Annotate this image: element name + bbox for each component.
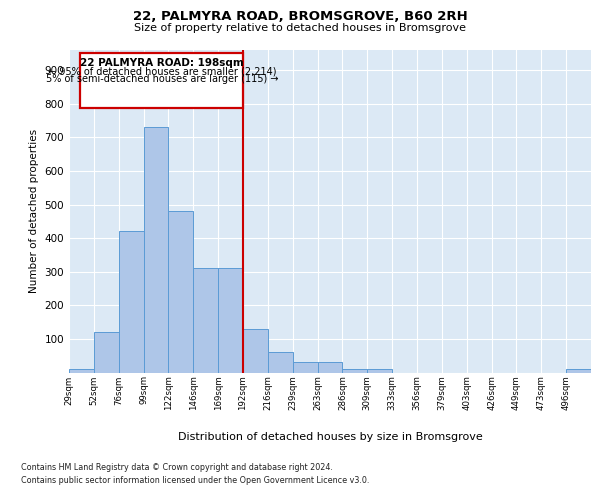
Bar bbox=[317, 362, 343, 372]
Bar bbox=[343, 369, 367, 372]
Bar bbox=[169, 211, 193, 372]
Bar bbox=[293, 362, 317, 372]
Bar bbox=[94, 332, 119, 372]
Text: 22, PALMYRA ROAD, BROMSGROVE, B60 2RH: 22, PALMYRA ROAD, BROMSGROVE, B60 2RH bbox=[133, 10, 467, 23]
Bar bbox=[367, 369, 392, 372]
Bar bbox=[243, 329, 268, 372]
Text: Distribution of detached houses by size in Bromsgrove: Distribution of detached houses by size … bbox=[178, 432, 482, 442]
Bar bbox=[193, 268, 218, 372]
Text: 5% of semi-detached houses are larger (115) →: 5% of semi-detached houses are larger (1… bbox=[46, 74, 278, 84]
Y-axis label: Number of detached properties: Number of detached properties bbox=[29, 129, 39, 294]
Bar bbox=[566, 369, 591, 372]
Bar bbox=[143, 128, 169, 372]
Bar bbox=[119, 232, 143, 372]
Text: Contains HM Land Registry data © Crown copyright and database right 2024.: Contains HM Land Registry data © Crown c… bbox=[21, 464, 333, 472]
Bar bbox=[268, 352, 293, 372]
Text: 22 PALMYRA ROAD: 198sqm: 22 PALMYRA ROAD: 198sqm bbox=[80, 58, 244, 68]
Text: Size of property relative to detached houses in Bromsgrove: Size of property relative to detached ho… bbox=[134, 23, 466, 33]
Bar bbox=[218, 268, 243, 372]
FancyBboxPatch shape bbox=[80, 54, 244, 108]
Text: ← 95% of detached houses are smaller (2,214): ← 95% of detached houses are smaller (2,… bbox=[47, 67, 276, 77]
Text: Contains public sector information licensed under the Open Government Licence v3: Contains public sector information licen… bbox=[21, 476, 370, 485]
Bar bbox=[69, 369, 94, 372]
